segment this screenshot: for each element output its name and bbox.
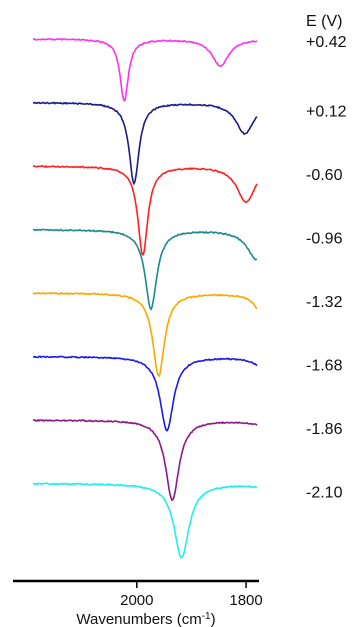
potential-label-5: -1.32: [306, 294, 343, 311]
x-tick-label-1800: 1800: [229, 592, 262, 609]
potential-label-1: +0.42: [306, 34, 347, 51]
potential-label-6: -1.68: [306, 358, 343, 375]
spectra-series-group: [32, 38, 258, 559]
potential-label-8: -2.10: [306, 485, 343, 502]
spectrum-line-1: [32, 38, 258, 102]
x-axis-label: Wavenumbers (cm-1): [76, 611, 215, 627]
x-axis-ticks: 2000 1800: [120, 581, 263, 609]
potential-label-2: +0.12: [306, 104, 347, 121]
spectrum-line-6: [33, 355, 258, 432]
potential-label-4: -0.96: [306, 231, 343, 248]
spectrum-line-8: [32, 482, 258, 559]
spectrum-line-5: [32, 291, 258, 378]
potential-label-3: -0.60: [306, 167, 343, 184]
spectrum-line-4: [32, 228, 258, 311]
x-tick-label-2000: 2000: [120, 592, 153, 609]
potential-label-7: -1.86: [306, 421, 343, 438]
spectrum-line-2: [32, 101, 258, 186]
spectrum-line-3: [32, 165, 258, 257]
potential-labels-group: +0.42 +0.12 -0.60 -0.96 -1.32 -1.68 -1.86 -2.10: [306, 34, 347, 502]
legend-header: E (V): [306, 13, 342, 30]
spectrum-line-7: [32, 418, 258, 502]
